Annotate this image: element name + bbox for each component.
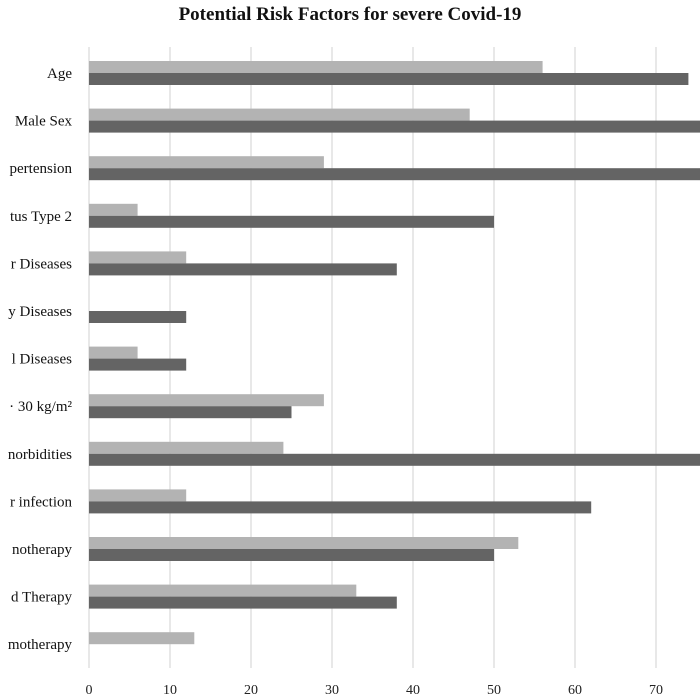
bar-series1-item7 [89, 346, 138, 359]
bar-series1-item1 [89, 61, 543, 73]
bar-series1-item2 [89, 108, 470, 121]
category-label: tus Type 2 [10, 209, 72, 225]
bars [89, 61, 700, 645]
bar-series1-item10 [89, 489, 187, 502]
bar-series1-item3 [89, 156, 324, 169]
bar-series1-item9 [89, 441, 284, 454]
category-labels: Age Male Sex pertension tus Type 2 r Disease… [8, 66, 73, 653]
category-label: Male Sex [15, 114, 73, 130]
x-tick-label: 20 [244, 683, 258, 698]
x-axis-ticks: 0 10 20 30 40 50 60 70 [86, 683, 664, 698]
gridlines [88, 47, 657, 668]
bar-series2-item5 [89, 263, 397, 276]
bar-series2-item4 [89, 215, 494, 228]
category-label: l Diseases [12, 352, 73, 368]
category-label: r infection [10, 494, 73, 510]
bar-series2-item7 [89, 358, 187, 371]
category-label: notherapy [12, 542, 72, 558]
bar-series2-item3 [89, 168, 700, 181]
bar-series1-item13 [89, 632, 195, 645]
bar-series1-item4 [89, 203, 138, 216]
bar-series2-item1 [89, 73, 689, 85]
x-tick-label: 10 [163, 683, 177, 698]
x-tick-label: 40 [406, 683, 420, 698]
x-tick-label: 60 [568, 683, 582, 698]
x-tick-label: 70 [649, 683, 663, 698]
x-tick-label: 50 [487, 683, 501, 698]
bar-series2-item9 [89, 453, 700, 466]
bar-series1-item12 [89, 584, 357, 597]
bar-series1-item8 [89, 394, 324, 407]
bar-series2-item11 [89, 549, 494, 561]
category-label: norbidities [8, 447, 72, 463]
category-label: · 30 kg/m² [9, 399, 72, 415]
bar-series2-item10 [89, 501, 592, 514]
bar-series1-item5 [89, 251, 187, 264]
category-label: Age [47, 66, 72, 82]
category-label: d Therapy [11, 590, 72, 606]
category-label: pertension [10, 161, 73, 177]
x-tick-label: 30 [325, 683, 339, 698]
chart-title: Potential Risk Factors for severe Covid-… [179, 4, 522, 25]
bar-series2-item8 [89, 406, 292, 419]
bar-series2-item12 [89, 596, 397, 609]
bar-series1-item11 [89, 537, 519, 549]
bar-series2-item2 [89, 120, 700, 133]
category-label: motherapy [8, 637, 73, 653]
category-label: r Diseases [11, 256, 72, 272]
category-label: y Diseases [8, 304, 72, 320]
x-tick-label: 0 [86, 683, 93, 698]
bar-series2-item6 [89, 311, 187, 323]
